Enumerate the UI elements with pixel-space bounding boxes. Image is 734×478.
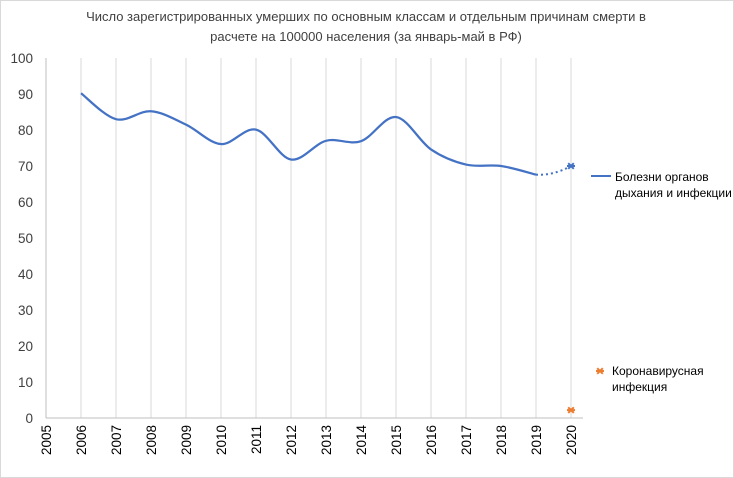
y-tick-label-50: 50	[18, 231, 33, 246]
x-tick-label-2005: 2005	[39, 425, 54, 455]
legend-label-coronavirus-2: инфекция	[612, 380, 667, 394]
y-tick-label-60: 60	[18, 195, 33, 210]
x-tick-label-2009: 2009	[179, 425, 194, 455]
x-axis-ticks: 2005 2006 2007 2008 2009 2010 2011 2012 2013 2014…	[39, 425, 579, 456]
legend-label-respiratory-1: Болезни органов	[615, 170, 709, 184]
x-tick-label-2016: 2016	[424, 425, 439, 455]
series-coronavirus-marker-2020	[567, 406, 575, 414]
x-tick-label-2015: 2015	[389, 425, 404, 455]
legend-swatch-coronavirus-stroke-2	[596, 367, 604, 375]
x-tick-label-2019: 2019	[529, 425, 544, 455]
legend: Болезни органов дыхания и инфекции Коронав…	[591, 170, 732, 394]
x-tick-label-2018: 2018	[494, 425, 509, 455]
series-coronavirus-marker-2020-stroke-2	[567, 406, 575, 414]
legend-swatch-coronavirus	[596, 367, 604, 375]
chart-title-line-1: Число зарегистрированных умерших по осно…	[86, 9, 646, 24]
x-tick-label-2006: 2006	[74, 425, 89, 455]
y-tick-label-30: 30	[18, 303, 33, 318]
chart-title: Число зарегистрированных умерших по осно…	[61, 7, 671, 47]
y-tick-label-10: 10	[18, 375, 33, 390]
axes	[45, 58, 583, 419]
x-tick-label-2007: 2007	[109, 425, 124, 455]
y-tick-label-70: 70	[18, 159, 33, 174]
x-tick-label-2008: 2008	[144, 425, 159, 455]
x-tick-label-2014: 2014	[354, 425, 369, 456]
x-tick-label-2017: 2017	[459, 425, 474, 455]
y-tick-label-40: 40	[18, 267, 33, 282]
y-tick-label-0: 0	[25, 411, 33, 426]
x-tick-label-2013: 2013	[319, 425, 334, 455]
y-tick-label-90: 90	[18, 87, 33, 102]
series-respiratory-marker-2020	[567, 162, 575, 170]
x-tick-label-2010: 2010	[214, 425, 229, 455]
legend-label-respiratory-2: дыхания и инфекции	[615, 186, 732, 200]
y-tick-label-100: 100	[10, 51, 33, 66]
x-tick-label-2012: 2012	[284, 425, 299, 455]
series-respiratory-forecast	[535, 165, 572, 176]
y-tick-label-80: 80	[18, 123, 33, 138]
x-tick-label-2011: 2011	[249, 425, 264, 454]
x-tick-label-2020: 2020	[564, 425, 579, 455]
chart-title-line-2: расчете на 100000 населения (за январь-м…	[210, 29, 522, 44]
legend-label-coronavirus-1: Коронавирусная	[612, 364, 704, 378]
series-respiratory-line	[80, 92, 537, 176]
series-respiratory-marker-2020-stroke-2	[567, 162, 575, 170]
series-layer	[80, 92, 575, 414]
y-axis-ticks: 0 10 20 30 40 50 60 70 80 90 100	[10, 51, 33, 426]
y-tick-label-20: 20	[18, 339, 33, 354]
